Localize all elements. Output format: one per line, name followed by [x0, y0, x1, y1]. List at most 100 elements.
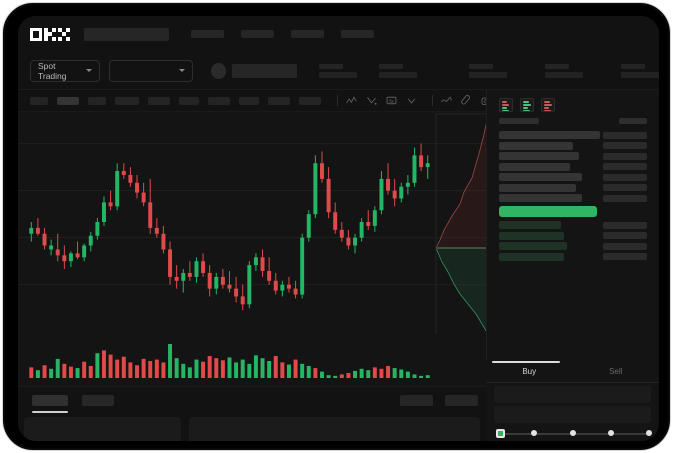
- ticker-stats-left: [319, 63, 418, 78]
- order-history-tab[interactable]: [82, 395, 114, 406]
- nav-item-2[interactable]: [241, 30, 274, 38]
- slider-step-25[interactable]: [531, 430, 538, 436]
- ask-row[interactable]: [499, 183, 647, 193]
- slider-step-75[interactable]: [607, 430, 614, 436]
- order-book-spread-price: [499, 206, 597, 217]
- timeframe-chip-3[interactable]: [88, 96, 106, 105]
- ticker-stat: [469, 63, 508, 78]
- timeframe-chip-5[interactable]: [148, 96, 170, 105]
- header-nav: [191, 30, 374, 38]
- app-screen: Spot Trading: [18, 16, 659, 441]
- bottom-card-assets[interactable]: [24, 417, 182, 441]
- order-book-view-toggles: [487, 90, 659, 118]
- ask-row[interactable]: [499, 130, 647, 140]
- stat-value: [319, 71, 358, 78]
- logo-letter-k: [44, 27, 56, 41]
- bottom-panels: [18, 414, 486, 441]
- depth-chart-overlay: [435, 113, 492, 341]
- timeframe-chip-4[interactable]: [115, 96, 139, 105]
- ob-col-amount: [619, 118, 647, 124]
- volume-histogram[interactable]: [18, 334, 486, 386]
- ask-amount: [602, 131, 647, 139]
- both-sides-icon[interactable]: [499, 98, 513, 112]
- timeframe-chip-10[interactable]: [299, 96, 321, 105]
- bid-price-bar: [499, 221, 562, 229]
- order-book-column-headers: [487, 118, 659, 127]
- price-field[interactable]: [494, 386, 651, 403]
- bottom-action-2[interactable]: [445, 395, 478, 406]
- bid-amount: [602, 232, 647, 239]
- ticker-stat: [621, 63, 659, 78]
- ask-row[interactable]: [499, 162, 647, 172]
- buy-tab[interactable]: Buy: [486, 361, 573, 382]
- bid-row[interactable]: [499, 220, 647, 230]
- top-header-bar: [18, 16, 659, 52]
- stat-label: [379, 63, 404, 69]
- ask-price-bar: [499, 173, 582, 181]
- ticker-stat: [379, 63, 418, 78]
- ask-price-bar: [499, 141, 573, 150]
- svg-text:fx: fx: [389, 99, 394, 105]
- stat-value: [469, 71, 508, 78]
- market-type-select[interactable]: Spot Trading: [30, 59, 100, 82]
- ask-amount: [602, 152, 647, 160]
- text-tool-icon[interactable]: fx: [385, 94, 398, 107]
- asks-only-icon[interactable]: [541, 98, 555, 112]
- ob-col-price: [499, 118, 539, 124]
- timeframe-chip-6[interactable]: [179, 96, 199, 105]
- amount-field[interactable]: [494, 406, 651, 423]
- nav-item-3[interactable]: [291, 30, 324, 38]
- bottom-card-positions[interactable]: [189, 417, 480, 441]
- open-orders-tab[interactable]: [32, 395, 68, 413]
- timeframe-chip-7[interactable]: [208, 96, 230, 105]
- timeframe-chip-8[interactable]: [239, 96, 259, 105]
- sell-tab[interactable]: Sell: [573, 361, 660, 382]
- slider-step-100[interactable]: [646, 430, 652, 436]
- bottom-action-1[interactable]: [400, 395, 433, 406]
- amount-slider[interactable]: [496, 428, 652, 439]
- candlestick-chart-svg: [18, 143, 486, 311]
- okx-logo[interactable]: [30, 27, 70, 41]
- ticker-stats-right: [469, 63, 659, 78]
- ask-row[interactable]: [499, 193, 647, 203]
- nav-item-4[interactable]: [341, 30, 374, 38]
- bid-row[interactable]: [499, 231, 647, 241]
- wave-indicator-icon[interactable]: [440, 94, 453, 107]
- chevron-down-icon[interactable]: [405, 94, 418, 107]
- orders-tab-bar: [18, 386, 486, 414]
- buy-tab-label: Buy: [522, 367, 537, 376]
- sell-tab-label: Sell: [609, 367, 623, 376]
- slider-step-50[interactable]: [569, 430, 576, 436]
- trend-line-icon[interactable]: [345, 94, 358, 107]
- ask-row[interactable]: [499, 172, 647, 182]
- logo-letter-o: [30, 27, 42, 41]
- chevron-down-icon: [85, 69, 92, 72]
- coin-avatar: [211, 62, 226, 79]
- bid-row[interactable]: [499, 241, 647, 251]
- timeframe-chip-2[interactable]: [57, 96, 79, 105]
- bid-price-bar: [499, 242, 568, 250]
- stat-label: [319, 63, 344, 69]
- ask-row[interactable]: [499, 141, 647, 151]
- last-price-value: [231, 63, 298, 78]
- price-chart[interactable]: [18, 112, 486, 334]
- bid-amount: [602, 253, 647, 260]
- search-input[interactable]: [84, 27, 169, 41]
- ask-row[interactable]: [499, 151, 647, 161]
- crosshair-icon[interactable]: [365, 94, 378, 107]
- stat-label: [469, 63, 494, 69]
- timeframe-chips: [30, 96, 330, 105]
- ask-price-bar: [499, 183, 576, 192]
- bid-row[interactable]: [499, 252, 647, 262]
- slider-step-0[interactable]: [496, 428, 505, 438]
- nav-item-1[interactable]: [191, 30, 224, 38]
- ticker-bar: Spot Trading: [18, 52, 659, 90]
- bids-only-icon[interactable]: [520, 98, 534, 112]
- trading-pair-select[interactable]: [108, 59, 194, 82]
- ticker-stat: [545, 63, 584, 78]
- ask-price-bar: [499, 131, 600, 139]
- ask-amount: [602, 163, 647, 170]
- magnet-icon[interactable]: [460, 94, 473, 107]
- timeframe-chip-9[interactable]: [268, 96, 290, 105]
- timeframe-chip-1[interactable]: [30, 96, 48, 105]
